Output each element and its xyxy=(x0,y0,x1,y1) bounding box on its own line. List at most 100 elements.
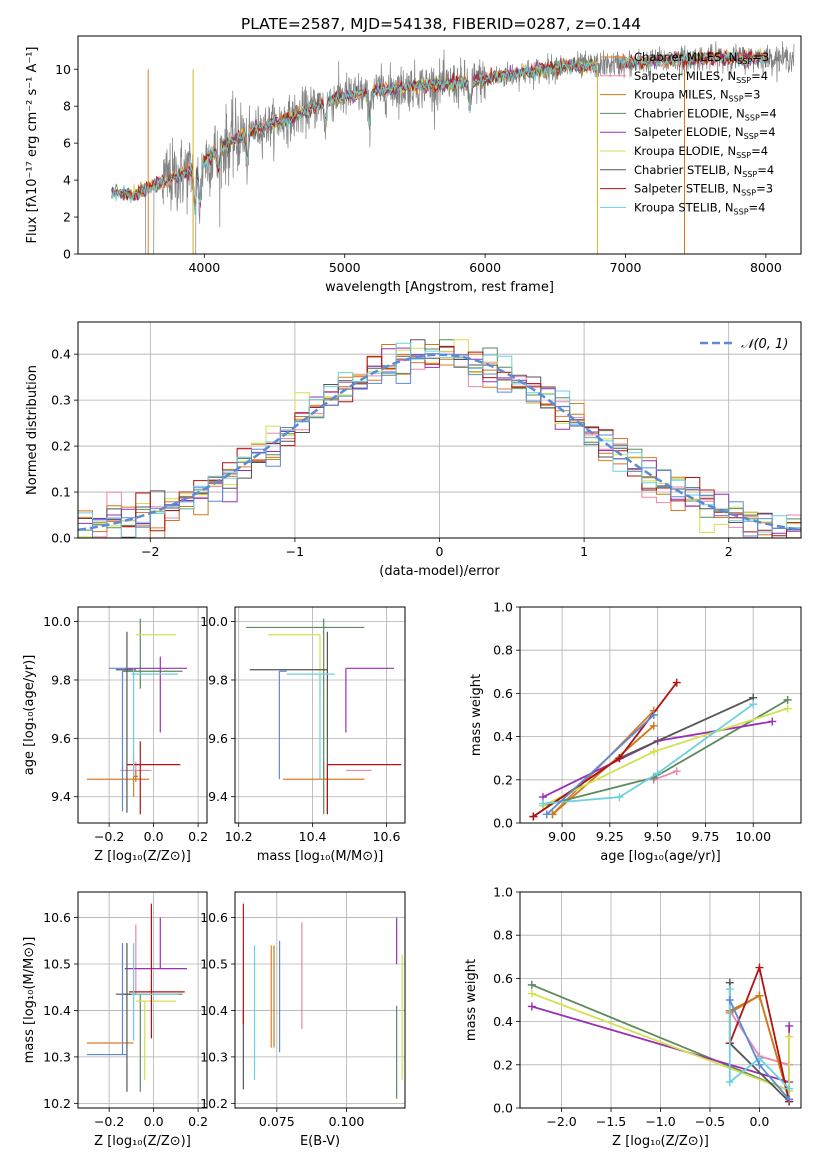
y-axis-label: mass weight xyxy=(469,674,484,756)
y-tick-label: 10.5 xyxy=(200,957,228,972)
panel-z_mass: −0.2 0.0 0.2 10.2 10.3 10.4 10.5 10.6 Z [log₁₀(Z… xyxy=(22,891,208,1149)
y-tick-label: 10.6 xyxy=(43,910,71,925)
errorbar-point xyxy=(109,667,127,812)
legend-label: Kroupa MILES, N xyxy=(634,88,729,102)
weight-point-marker xyxy=(749,700,758,709)
model-spectrum xyxy=(619,49,767,71)
weight-point-marker xyxy=(755,963,764,972)
legend-label: Chabrier ELODIE, N xyxy=(634,106,745,120)
y-axis-label: mass weight xyxy=(464,959,479,1041)
y-tick-label: 4 xyxy=(63,173,71,188)
legend-label: Kroupa STELIB, N xyxy=(634,200,734,214)
y-tick-label: 10 xyxy=(55,62,71,77)
y-tick-label: 0.6 xyxy=(493,971,513,986)
weight-point-marker xyxy=(725,996,734,1004)
plot-area-z_weight xyxy=(527,963,794,1106)
errorbar-point xyxy=(131,668,179,777)
panel-z_age: −0.2 0.0 0.2 9.4 9.6 9.8 10.0 Z [log₁₀(Z/Z⊙)] ag… xyxy=(22,606,208,864)
x-tick-label: −0.5 xyxy=(695,1114,725,1129)
legend-count: =4 xyxy=(757,163,774,177)
grid-z_weight xyxy=(520,891,801,1109)
y-tick-label: 10.6 xyxy=(200,910,228,925)
model-spectrum xyxy=(111,59,598,216)
x-tick-label: 0.0 xyxy=(749,1114,769,1129)
legend-entry: Salpeter ELODIE, NSSP=4 xyxy=(634,125,776,141)
legend-count: =3 xyxy=(744,88,761,102)
plot-area-ebv_mass xyxy=(242,903,403,1099)
x-axis-label: E(B-V) xyxy=(300,1134,340,1149)
legend-subscript: SSP xyxy=(737,57,752,66)
legend-entry: Chabrier MILES, NSSP=3 xyxy=(634,50,769,66)
y-tick-label: 0.2 xyxy=(51,439,71,454)
weight-point-marker xyxy=(783,695,792,704)
legend-subscript: SSP xyxy=(736,76,751,85)
grid-z_age xyxy=(78,607,207,823)
x-tick-label: −0.2 xyxy=(94,829,124,844)
plot-area-mass_age xyxy=(246,618,402,815)
y-tick-label: 0.0 xyxy=(493,816,513,831)
y-tick-label: 0.8 xyxy=(493,643,513,658)
y-axis-label: mass [log₁₀(M/M⊙)] xyxy=(22,937,37,1064)
y-tick-label: 8 xyxy=(63,99,71,114)
x-tick-label: 10.00 xyxy=(735,829,771,844)
axes-frame-mass_age xyxy=(234,606,406,824)
y-tick-label: 0.2 xyxy=(493,1057,513,1072)
grid-age_weight xyxy=(520,606,801,824)
panel-age_weight: 9.00 9.25 9.50 9.75 10.00 0.0 0.2 0.4 0.6 0.8 1.0 a… xyxy=(469,600,802,864)
x-tick-label: 9.75 xyxy=(691,829,719,844)
legend-count: =4 xyxy=(760,106,777,120)
weight-series-line xyxy=(546,714,655,816)
weight-point-marker xyxy=(785,1084,794,1093)
errorbar-point xyxy=(120,924,152,995)
plot-area-residuals xyxy=(78,339,801,538)
errorbar-point xyxy=(124,917,187,970)
figure-title: PLATE=2587, MJD=54138, FIBERID=0287, z=0… xyxy=(241,15,641,33)
y-tick-label: 0.8 xyxy=(493,928,513,943)
weight-point-marker xyxy=(672,767,681,776)
weight-point-marker xyxy=(785,1095,794,1104)
y-axis-label: Normed distribution xyxy=(25,365,40,495)
legend-count: =3 xyxy=(756,182,773,196)
legend-label: Salpeter MILES, N xyxy=(634,69,736,83)
errorbar-point xyxy=(115,943,136,1092)
weight-point-marker xyxy=(755,1060,764,1069)
panel-residuals: −2 −1 0 1 2 0.0 0.1 0.2 0.3 0.4 (data-model)/error… xyxy=(25,321,802,579)
grid-ebv_mass xyxy=(235,892,405,1108)
weight-point-marker xyxy=(538,799,547,808)
x-tick-label: 0.0 xyxy=(144,829,164,844)
y-tick-label: 0 xyxy=(63,247,71,262)
y-tick-label: 10.0 xyxy=(200,614,228,629)
panel-mass_age: 10.2 10.4 10.6 9.4 9.6 9.8 10.0 mass [log₁₀(M/M… xyxy=(200,606,406,864)
legend-subscript: SSP xyxy=(742,170,757,179)
model-spectrum xyxy=(111,57,598,207)
errorbar-point xyxy=(129,903,185,1039)
y-tick-label: 0.6 xyxy=(493,686,513,701)
legend-subscript: SSP xyxy=(744,132,759,141)
x-tick-label: 10.6 xyxy=(373,829,401,844)
weight-point-marker xyxy=(653,769,662,778)
x-tick-label: 0 xyxy=(436,544,444,559)
x-tick-label: 0.2 xyxy=(188,1114,208,1129)
y-tick-label: 10.0 xyxy=(43,614,71,629)
legend-count: =3 xyxy=(752,50,769,64)
x-tick-label: 10.4 xyxy=(299,829,327,844)
legend-count: =4 xyxy=(751,144,768,158)
errorbar-point xyxy=(135,1000,176,1081)
y-tick-label: 0.1 xyxy=(51,485,71,500)
legend-count: =4 xyxy=(759,125,776,139)
legend-entry: Kroupa MILES, NSSP=3 xyxy=(634,88,760,104)
x-tick-label: 1 xyxy=(580,544,588,559)
y-tick-label: 9.8 xyxy=(51,672,71,687)
errorbar-point xyxy=(131,943,179,1041)
plot-area-z_age xyxy=(86,618,187,815)
y-tick-label: 10.2 xyxy=(200,1096,228,1111)
errorbar-point xyxy=(115,631,136,813)
x-tick-label: −1.0 xyxy=(645,1114,675,1129)
legend-label: Salpeter ELODIE, N xyxy=(634,125,744,139)
errorbar-point xyxy=(249,631,328,813)
x-tick-label: −0.2 xyxy=(94,1114,124,1129)
x-axis-label: mass [log₁₀(M/M⊙)] xyxy=(257,849,384,864)
legend-label: 𝒩(0, 1) xyxy=(741,337,788,352)
y-tick-label: 0.4 xyxy=(51,347,71,362)
